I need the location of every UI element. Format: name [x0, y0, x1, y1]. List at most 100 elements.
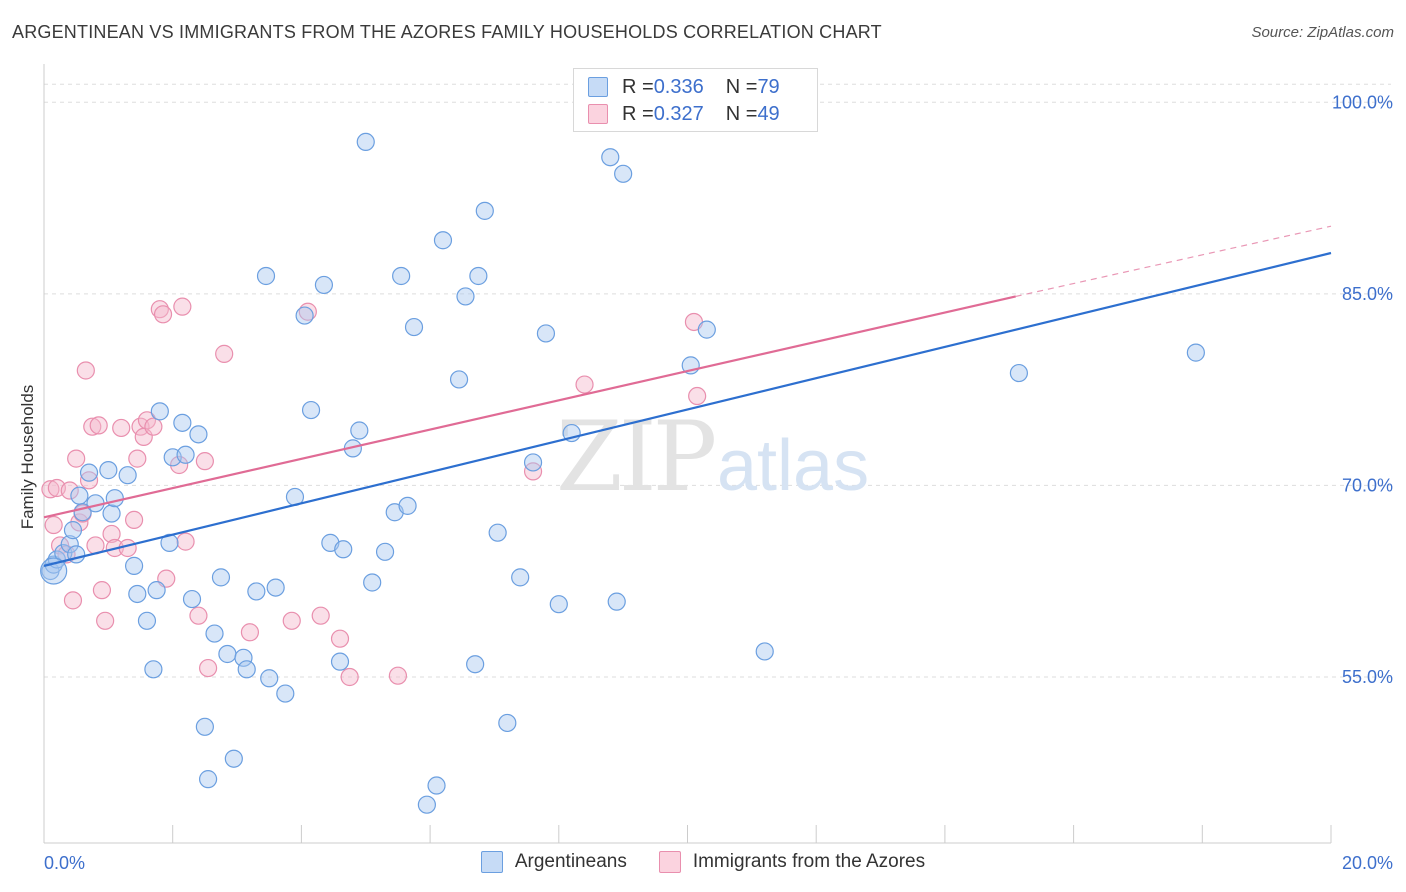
- argentineans-point: [511, 568, 530, 587]
- n-label: N =: [725, 102, 758, 125]
- argentineans-point: [614, 164, 633, 183]
- argentineans-point: [549, 595, 568, 614]
- azores-point: [96, 611, 115, 630]
- azores-point: [575, 375, 594, 394]
- stats-legend-row-azores: R = 0.327 N = 49: [588, 102, 780, 126]
- azores-point: [173, 297, 192, 316]
- argentineans-point: [70, 486, 89, 505]
- argentineans-point: [697, 320, 716, 339]
- argentineans-point: [118, 466, 137, 485]
- pink-swatch: [588, 104, 608, 124]
- gridlines: [44, 83, 1391, 678]
- argentineans-point: [449, 370, 469, 389]
- argentineans-point: [189, 425, 208, 444]
- argentineans-point: [266, 578, 285, 597]
- argentineans-point: [63, 521, 83, 540]
- x-tick-label: 20.0%: [1342, 853, 1393, 873]
- argentineans-point: [433, 231, 453, 250]
- tick-labels: 55.0% 70.0% 85.0% 100.0% 0.0% 20.0%: [44, 92, 1393, 873]
- r-label: R =: [622, 102, 654, 125]
- argentineans-point: [205, 624, 224, 643]
- series-azores-points: [41, 93, 707, 687]
- argentineans-point: [301, 400, 321, 420]
- azores-point: [195, 452, 214, 471]
- series-argentineans-points: [40, 132, 1205, 814]
- argentineans-point: [276, 684, 295, 703]
- azores-point: [128, 449, 147, 468]
- azores-point: [89, 416, 108, 435]
- y-tick-label: 100.0%: [1332, 92, 1393, 112]
- series-legend: Argentineans Immigrants from the Azores: [0, 851, 1406, 873]
- argentineans-point: [150, 402, 169, 421]
- azores-point: [79, 471, 99, 490]
- stats-legend: R = 0.336 N = 79 R = 0.327 N = 49: [573, 68, 818, 132]
- azores-point: [153, 305, 173, 324]
- azores-point: [83, 417, 102, 436]
- argentineans-point: [211, 568, 231, 587]
- argentineans-point: [224, 749, 243, 768]
- argentineans-point: [137, 611, 157, 630]
- y-tick-label: 85.0%: [1342, 284, 1393, 304]
- blue-swatch: [588, 77, 608, 97]
- argentineans-point: [363, 573, 382, 592]
- chart-source: Source: ZipAtlas.com: [1251, 24, 1394, 41]
- argentineans-point: [99, 461, 118, 480]
- argentineans-point: [601, 148, 620, 167]
- chart-title: ARGENTINEAN VS IMMIGRANTS FROM THE AZORE…: [12, 22, 882, 42]
- argentineans-point: [427, 776, 446, 795]
- argentineans-point: [79, 463, 99, 482]
- argentineans-point: [102, 504, 121, 523]
- legend-item-argentineans[interactable]: Argentineans: [480, 851, 627, 873]
- argentineans-point: [498, 713, 517, 733]
- legend-label: Immigrants from the Azores: [692, 851, 926, 872]
- azores-trend-line: [43, 295, 1016, 519]
- argentineans-point: [247, 582, 266, 601]
- argentineans-point: [350, 421, 369, 440]
- argentineans-point: [237, 660, 256, 679]
- n-value: 79: [757, 75, 780, 98]
- argentineans-point: [523, 453, 543, 472]
- argentineans-point: [375, 542, 395, 561]
- argentineans-point: [176, 445, 195, 464]
- stats-legend-row-argentineans: R = 0.336 N = 79: [588, 75, 780, 99]
- argentineans-point: [1009, 363, 1029, 383]
- argentineans-point: [1186, 343, 1205, 362]
- y-tick-label: 70.0%: [1342, 475, 1393, 495]
- azores-point: [688, 386, 707, 406]
- argentineans-point: [469, 266, 488, 286]
- pink-swatch: [658, 851, 681, 873]
- argentineans-point: [198, 770, 218, 789]
- azores-point: [311, 606, 330, 625]
- azores-point: [60, 481, 79, 500]
- azores-point: [282, 611, 301, 630]
- azores-point: [198, 658, 218, 678]
- argentineans-point: [295, 306, 314, 325]
- azores-point: [112, 418, 131, 438]
- azores-point: [41, 480, 60, 499]
- legend-item-azores[interactable]: Immigrants from the Azores: [658, 851, 926, 873]
- azores-point: [144, 417, 163, 436]
- argentineans-point: [398, 496, 417, 515]
- argentineans-point: [356, 132, 375, 151]
- argentineans-point: [392, 266, 411, 286]
- argentineans-point: [488, 523, 507, 542]
- argentineans-point: [755, 642, 774, 661]
- r-value: 0.336: [653, 75, 704, 98]
- argentineans-point: [607, 592, 626, 611]
- azores-point: [215, 344, 234, 363]
- argentineans-point: [456, 287, 475, 306]
- argentineans-point: [466, 655, 485, 674]
- argentineans-point: [147, 581, 166, 600]
- argentineans-point: [128, 584, 147, 604]
- argentineans-point: [144, 660, 163, 679]
- argentineans-trend-line: [43, 251, 1332, 567]
- argentineans-point: [330, 652, 350, 671]
- argentineans-point: [334, 540, 353, 559]
- azores-point: [189, 606, 208, 625]
- axes: [43, 64, 1332, 844]
- watermark-zip: ZIP: [556, 401, 715, 513]
- azores-trend-extension: [1015, 225, 1332, 298]
- azores-point: [340, 667, 359, 687]
- argentineans-point: [417, 795, 436, 814]
